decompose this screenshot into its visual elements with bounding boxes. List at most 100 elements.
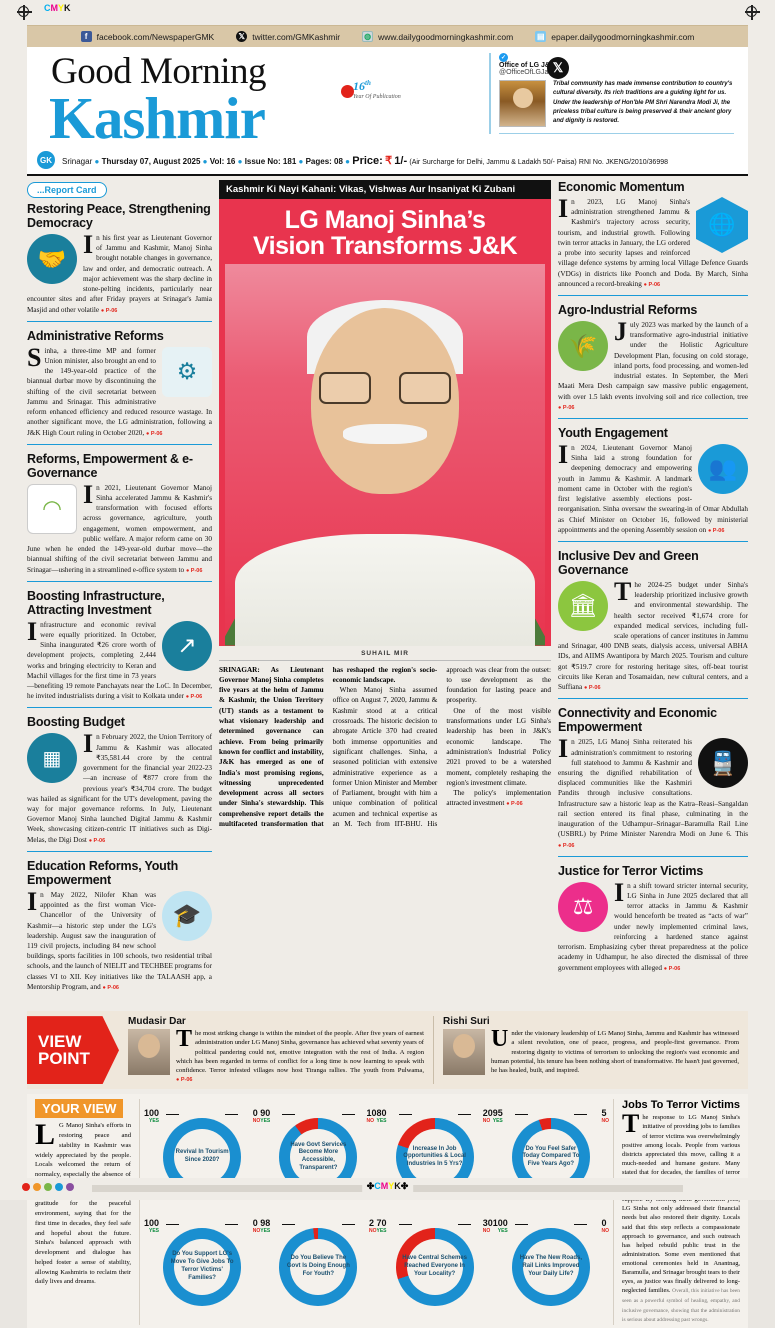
jump-link[interactable]: ● P-06 [185, 567, 203, 574]
poll-question: Increase In Job Opportunities & Local In… [403, 1145, 466, 1168]
scales-justice-icon: ⚖ [558, 881, 608, 932]
article-body: In his first year as Lieutenant Governor… [27, 230, 212, 314]
jump-link[interactable]: ● P-06 [506, 801, 523, 808]
leader-line [341, 1114, 355, 1116]
left-column: ...Report Card Restoring Peace, Strength… [27, 180, 212, 1005]
masthead-line-1: Good Morning [51, 51, 266, 92]
viewpoint-column-2[interactable]: Rishi Suri Under the visionary leadershi… [433, 1016, 748, 1085]
social-link-twitter[interactable]: 𝕏 twitter.com/GMKashmir [236, 31, 340, 42]
article-restoring-peace[interactable]: Restoring Peace, Strengthening Democracy… [27, 202, 212, 322]
leader-line [398, 1224, 412, 1226]
dateline-date: Thursday 07, August 2025 [101, 156, 201, 166]
jump-link[interactable]: ● P-06 [558, 842, 575, 849]
article-body: Sinha, a three-time MP and former Union … [27, 342, 212, 437]
article-agro-industrial-reforms[interactable]: Agro-Industrial Reforms 🌾 July 2023 was … [558, 303, 748, 419]
article-youth-engagement[interactable]: Youth Engagement 👥 In 2024, Lieutenant G… [558, 426, 748, 542]
twitter-x-icon: 𝕏 [547, 57, 569, 79]
article-body: In 2025, LG Manoj Sinha reiterated his a… [558, 734, 748, 849]
leader-line [282, 1224, 296, 1226]
hero-block: LG Manoj Sinha’s Vision Transforms J&K [219, 199, 551, 646]
article-economic-momentum[interactable]: Economic Momentum 🌐 In 2023, LG Manoj Si… [558, 180, 748, 297]
yourview-section: YOUR VIEW LG Manoj Sinha's efforts in re… [27, 1094, 748, 1328]
article-inclusive-dev[interactable]: Inclusive Dev and Green Governance 🏛 The… [558, 549, 748, 700]
green-institution-icon: 🏛 [558, 580, 608, 631]
dateline-place: Srinagar [62, 156, 93, 166]
viewpoint-column-1[interactable]: Mudasir Dar The most striking change is … [119, 1016, 433, 1084]
jump-link[interactable]: ● P-06 [643, 281, 661, 288]
article-body: In February 2022, the Union Territory of… [27, 729, 212, 844]
main-headline-line2: Vision Transforms J&K [252, 232, 518, 261]
article-boosting-infrastructure[interactable]: Boosting Infrastructure, Attracting Inve… [27, 589, 212, 709]
poll-donut-chart: Have The New Roads, Rail Links Improved … [511, 1227, 590, 1306]
article-title: Youth Engagement [558, 425, 668, 440]
jump-link[interactable]: ● P-06 [88, 837, 106, 844]
jump-link[interactable]: ● P-06 [102, 984, 119, 991]
article-body: July 2023 was marked by the launch of a … [558, 317, 748, 411]
handshake-icon: 🤝 [27, 234, 77, 285]
registration-mark-right [745, 5, 760, 20]
social-link-facebook[interactable]: f facebook.com/NewspaperGMK [80, 31, 214, 42]
article-paragraph: One of the most visible transformations … [446, 706, 551, 787]
social-link-website[interactable]: ◍ www.dailygoodmorningkashmir.com [362, 31, 513, 42]
article-connectivity[interactable]: Connectivity and Economic Empowerment 🚆 … [558, 706, 748, 857]
anniversary-sub: Year Of Publication [353, 94, 401, 100]
leader-line [514, 1224, 528, 1226]
article-justice-terror-victims[interactable]: Justice for Terror Victims ⚖ In a shift … [558, 864, 748, 979]
social-link-label: twitter.com/GMKashmir [252, 31, 341, 42]
jump-link[interactable]: ● P-06 [145, 430, 163, 437]
red-dot-icon [341, 85, 354, 98]
poll-donut-chart: Do You Support LG's Move To Give Jobs To… [163, 1227, 242, 1306]
graduation-cap-icon: 🎓 [162, 890, 212, 941]
poll-question: Do You Feel Safer Today Compared To Five… [522, 1145, 580, 1168]
poll-item: 98 YES Do You Believe The Govt Is Doing En… [260, 1213, 377, 1321]
tweet-photo [499, 80, 546, 127]
jump-link[interactable]: ● P-06 [584, 685, 601, 692]
social-link-epaper[interactable]: ▤ epaper.dailygoodmorningkashmir.com [535, 31, 694, 42]
tweet-text: Tribal community has made immense contri… [553, 81, 733, 125]
dateline-bar: GK Srinagar ● Thursday 07, August 2025 ●… [27, 148, 748, 177]
jump-link[interactable]: ● P-06 [707, 527, 725, 534]
poll-yes-value: 70 YES [376, 1218, 387, 1235]
poll-item: 70 YES Have Central Schemes Reached Everyo… [376, 1213, 493, 1321]
jump-link[interactable]: ● P-06 [558, 404, 575, 411]
article-title: Connectivity and Economic Empowerment [558, 706, 717, 735]
article-boosting-budget[interactable]: Boosting Budget ▦ In February 2022, the … [27, 715, 212, 852]
article-reforms-egovernance[interactable]: Reforms, Empowerment & e-Governance ◠ In… [27, 452, 212, 582]
article-title: Reforms, Empowerment & e-Governance [27, 451, 193, 480]
newspaper-front-page: CMYK f facebook.com/NewspaperGMK 𝕏 twitt… [17, 3, 760, 1328]
eyeglasses-icon [319, 371, 451, 406]
article-body: In 2021, Lieutenant Governor Manoj Sinha… [27, 479, 212, 574]
poll-yes-value: 95 YES [492, 1108, 503, 1125]
masthead-logo: Good Morning Kashmir 16th Year Of Public… [41, 51, 471, 148]
author-name: Mudasir Dar [128, 1016, 186, 1028]
main-headline-line1: LG Manoj Sinha’s [284, 206, 486, 235]
poll-yes-value: 100 YES [144, 1218, 160, 1235]
train-icon: 🚆 [698, 738, 748, 789]
article-body: In a shift toward stricter internal secu… [558, 877, 748, 972]
cmyk-bar-bottom: ✤CMYK✤ [361, 1181, 414, 1192]
poll-no-value: 5 NO [601, 1108, 610, 1125]
poll-yes-value: 100 YES [492, 1218, 508, 1235]
jump-link[interactable]: ● P-06 [185, 694, 203, 701]
poll-yes-value: 80 YES [376, 1108, 387, 1125]
anniversary-year: 16th [353, 79, 371, 93]
article-title: Agro-Industrial Reforms [558, 303, 698, 318]
globe-growth-icon: 🌐 [696, 197, 748, 254]
divider [499, 133, 734, 134]
color-dots [22, 1183, 74, 1191]
article-administrative-reforms[interactable]: Administrative Reforms ⚙ Sinha, a three-… [27, 329, 212, 445]
facebook-icon: f [80, 31, 92, 42]
photo-face [311, 307, 459, 494]
poll-no-value: 2 NO [369, 1218, 377, 1235]
article-title: Boosting Budget [27, 715, 125, 730]
article-education-reforms[interactable]: Education Reforms, Youth Empowerment 🎓 I… [27, 859, 212, 998]
jump-link[interactable]: ● P-06 [100, 307, 118, 314]
jump-link[interactable]: ● P-06 [176, 1077, 193, 1084]
leader-line [574, 1114, 587, 1116]
jump-link[interactable]: ● P-06 [663, 965, 681, 972]
gk-logo-icon: GK [37, 151, 55, 170]
poll-item: 100 YES Have The New Roads, Rail Links Imp… [492, 1213, 610, 1321]
gear-person-icon: ⚙ [162, 346, 212, 397]
poll-no-value: 0 NO [601, 1218, 610, 1235]
article-paragraph: When Manoj Sinha assumed office on Augus… [332, 665, 551, 828]
